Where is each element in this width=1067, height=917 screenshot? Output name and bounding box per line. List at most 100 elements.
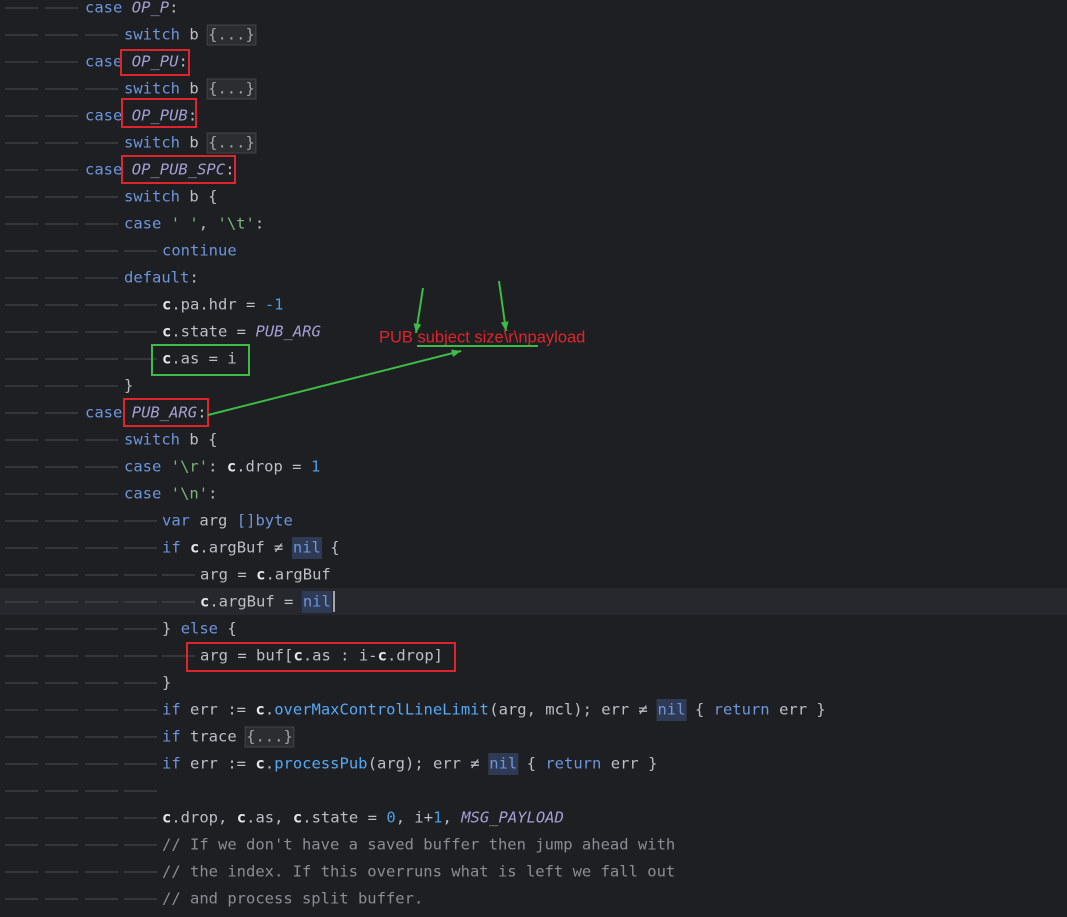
code-token: c	[378, 647, 387, 665]
code-token: nil	[293, 539, 321, 557]
code-token: {...}	[208, 80, 255, 98]
code-token: overMaxControlLineLimit	[274, 701, 489, 719]
code-token: PUB_ARG	[132, 404, 197, 422]
code-token: switch	[124, 26, 180, 44]
arrow	[207, 350, 462, 416]
code-token	[122, 161, 131, 179]
code-token: }	[162, 620, 181, 638]
arrow-head	[451, 349, 461, 358]
code-token: switch	[124, 188, 180, 206]
code-token: .as : i-	[303, 647, 378, 665]
code-token: :	[225, 161, 234, 179]
code-token: (arg); err ≠	[368, 755, 489, 773]
code-token: .argBuf ≠	[199, 539, 292, 557]
fold-box	[206, 78, 257, 100]
arrow-head	[413, 323, 422, 333]
code-token: b	[180, 80, 208, 98]
code-token: -1	[265, 296, 284, 314]
code-token	[122, 53, 131, 71]
code-token	[161, 458, 170, 476]
code-token: PUB_ARG	[256, 323, 321, 341]
code-token: switch	[124, 80, 180, 98]
code-token: err :=	[181, 701, 256, 719]
code-token: :	[255, 215, 264, 233]
code-token: :	[197, 404, 206, 422]
code-token: c	[162, 296, 171, 314]
code-token: []byte	[237, 512, 293, 530]
current-line	[0, 588, 1067, 615]
code-token: var	[162, 512, 190, 530]
code-token	[181, 539, 190, 557]
code-token: c	[162, 809, 171, 827]
code-token: .drop]	[387, 647, 443, 665]
code-token	[122, 107, 131, 125]
nil-highlight	[656, 699, 687, 721]
code-token: .as = i	[171, 350, 236, 368]
code-token: .	[265, 755, 274, 773]
code-token: c	[200, 593, 209, 611]
code-token: :	[169, 0, 178, 17]
code-token: {	[686, 701, 714, 719]
code-token: c	[256, 755, 265, 773]
code-token: OP_PUB_SPC	[132, 161, 226, 179]
code-token: {	[218, 620, 237, 638]
code-token: ' '	[171, 215, 199, 233]
code-token: case	[85, 107, 122, 125]
code-token	[161, 485, 170, 503]
code-token: case	[85, 404, 122, 422]
code-token: case	[85, 161, 122, 179]
code-token: :	[179, 53, 188, 71]
code-token: else	[181, 620, 218, 638]
code-token	[122, 0, 131, 17]
code-token: trace	[181, 728, 246, 746]
code-token: switch	[124, 431, 180, 449]
code-token: .argBuf =	[209, 593, 302, 611]
code-token: switch	[124, 134, 180, 152]
code-token: .state =	[171, 323, 255, 341]
code-token: nil	[303, 593, 331, 611]
code-token: err }	[770, 701, 826, 719]
code-token: .state =	[302, 809, 386, 827]
code-token: c	[162, 350, 171, 368]
code-token: 1	[433, 809, 442, 827]
code-token: // the index. If this overruns what is l…	[162, 863, 675, 881]
code-token: arg	[190, 512, 237, 530]
code-token: 1	[311, 458, 320, 476]
code-token: (arg, mcl); err ≠	[489, 701, 657, 719]
code-token: b	[180, 134, 208, 152]
code-token: .drop =	[236, 458, 311, 476]
red-box	[123, 398, 209, 427]
code-token: case	[85, 0, 122, 17]
code-token: arg = buf[	[200, 647, 293, 665]
nil-highlight	[301, 591, 332, 613]
annotation-label: PUB subject size\r\npayload	[379, 328, 585, 346]
code-token: MSG_PAYLOAD	[460, 809, 564, 827]
code-token: arg =	[200, 566, 256, 584]
code-token: OP_PU	[132, 53, 179, 71]
code-token: b {	[180, 431, 217, 449]
code-token: '\t'	[218, 215, 255, 233]
code-token: b	[180, 26, 208, 44]
code-token: c	[256, 701, 265, 719]
code-token: {...}	[208, 26, 255, 44]
code-token: }	[124, 377, 133, 395]
code-token: {...}	[246, 728, 293, 746]
code-token: ,	[199, 215, 218, 233]
code-token: c	[293, 809, 302, 827]
code-token: if	[162, 701, 181, 719]
code-token: .	[265, 701, 274, 719]
code-token: :	[188, 107, 197, 125]
code-token: b {	[180, 188, 217, 206]
code-token: // and process split buffer.	[162, 890, 423, 908]
code-token: {...}	[208, 134, 255, 152]
code-token: return	[714, 701, 770, 719]
nil-highlight	[291, 537, 322, 559]
code-token: processPub	[274, 755, 367, 773]
code-token: , i+	[396, 809, 433, 827]
code-token	[161, 215, 170, 233]
red-box	[186, 642, 456, 672]
code-token: case	[124, 485, 161, 503]
code-token: if	[162, 728, 181, 746]
code-token: case	[124, 458, 161, 476]
